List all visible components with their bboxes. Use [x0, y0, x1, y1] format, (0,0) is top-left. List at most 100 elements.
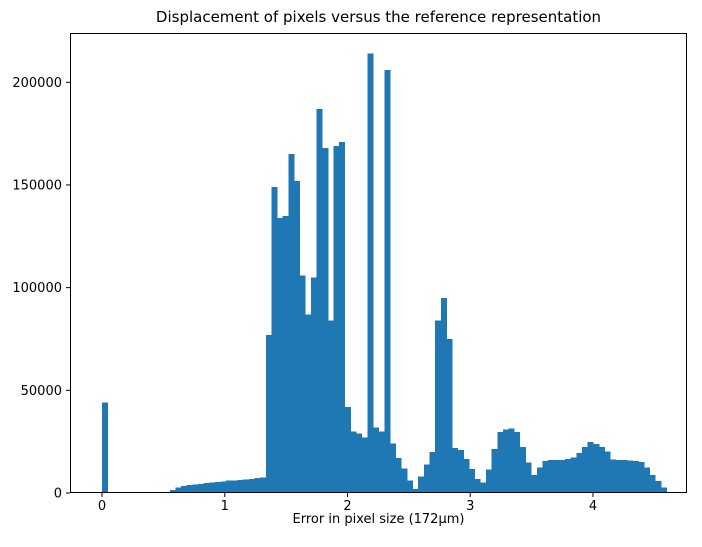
- histogram-bar: [429, 451, 436, 493]
- histogram-bar: [237, 479, 244, 493]
- histogram-bar: [660, 487, 668, 493]
- histogram-bar: [378, 431, 385, 493]
- histogram-bar: [260, 477, 267, 493]
- y-tick-label: 100000: [12, 281, 62, 296]
- histogram-bar: [452, 447, 459, 493]
- histogram-bar: [175, 487, 182, 493]
- histogram-bar: [469, 469, 476, 493]
- histogram-bar: [536, 467, 543, 493]
- histogram-bar: [627, 460, 634, 493]
- chart-title: Displacement of pixels versus the refere…: [155, 8, 602, 26]
- histogram-bar: [649, 475, 656, 493]
- x-tick-label: 1: [221, 499, 229, 514]
- histogram-bar: [277, 217, 284, 493]
- histogram-bar: [655, 481, 662, 493]
- histogram-bar: [265, 334, 272, 494]
- histogram-bar: [553, 460, 560, 493]
- x-tick-label: 0: [98, 499, 106, 514]
- histogram-bar: [514, 431, 521, 493]
- histogram-bar: [621, 460, 628, 493]
- histogram-bar: [181, 486, 188, 493]
- histogram-bar: [248, 479, 255, 493]
- histogram-bar: [548, 460, 555, 493]
- histogram-bar: [638, 461, 645, 493]
- histogram-bar: [198, 483, 205, 493]
- histogram-bar: [508, 428, 515, 493]
- histogram-bar: [485, 469, 493, 493]
- histogram-bar: [186, 485, 193, 493]
- histogram-bar: [310, 277, 317, 494]
- histogram-bar: [418, 476, 425, 493]
- histogram-bar: [305, 314, 312, 493]
- histogram-bar: [576, 452, 583, 493]
- histogram-bar: [502, 429, 509, 493]
- histogram-bar: [542, 461, 549, 493]
- y-tick-label: 50000: [21, 384, 62, 399]
- y-tick-label: 0: [54, 487, 62, 502]
- histogram-bar: [231, 480, 238, 493]
- histogram-bar: [344, 406, 351, 493]
- y-tick-label: 200000: [12, 76, 62, 91]
- histogram-bar: [457, 449, 464, 494]
- histogram-bar: [384, 69, 391, 494]
- histogram-bar: [593, 444, 600, 494]
- plot-frame: [70, 33, 687, 493]
- histogram-bar: [214, 481, 221, 493]
- histogram-bar: [615, 460, 622, 493]
- histogram-bar: [367, 53, 374, 493]
- histogram-bar: [350, 431, 357, 493]
- histogram-bar: [632, 461, 639, 493]
- histogram-bar: [356, 433, 363, 493]
- histogram-bar: [610, 459, 617, 493]
- histogram-bar: [333, 145, 340, 493]
- histogram-bar: [604, 451, 611, 493]
- x-axis-label: Error in pixel size (172µm): [292, 512, 465, 527]
- histogram-bar: [412, 488, 419, 493]
- histogram-bar: [220, 481, 227, 493]
- histogram-bar: [440, 297, 447, 493]
- histogram-bar: [446, 338, 453, 493]
- histogram-bar: [299, 275, 306, 493]
- histogram-bar: [395, 458, 402, 493]
- x-tick-label: 4: [589, 499, 597, 514]
- histogram-bar: [316, 108, 323, 493]
- x-tick-label: 2: [343, 499, 351, 514]
- histogram-bar: [423, 464, 430, 493]
- histogram-bar: [271, 187, 278, 493]
- histogram-bar: [373, 427, 380, 493]
- histogram-bar: [226, 480, 233, 493]
- histogram-bar: [587, 441, 594, 493]
- histogram-bar: [102, 402, 109, 493]
- histogram-bar: [327, 320, 334, 493]
- histogram-bar: [243, 479, 250, 493]
- y-tick-label: 150000: [12, 178, 62, 193]
- histogram-bar: [192, 484, 199, 494]
- histogram-bar: [463, 459, 470, 493]
- histogram-bar: [288, 154, 295, 493]
- histogram-bar: [322, 148, 329, 493]
- histogram-bar: [389, 443, 397, 493]
- histogram-bar: [525, 462, 532, 493]
- histogram-bar: [531, 475, 538, 493]
- histogram-bar: [497, 431, 504, 493]
- histogram-bar: [401, 468, 408, 493]
- histogram-bar: [480, 482, 487, 493]
- histogram-bar: [491, 449, 498, 493]
- histogram-bar: [474, 479, 481, 493]
- histogram-bar: [435, 320, 442, 493]
- histogram-bar: [282, 215, 289, 493]
- histogram-bar: [598, 446, 605, 493]
- x-tick-label: 3: [466, 499, 474, 514]
- histogram-bar: [294, 180, 301, 494]
- histogram-bar: [406, 480, 413, 493]
- histogram-bar: [203, 483, 210, 493]
- histogram-bar: [565, 459, 572, 493]
- histogram-bar: [339, 141, 346, 493]
- histogram-bar: [559, 460, 566, 493]
- histogram-bar: [169, 489, 176, 493]
- histogram-bar: [361, 437, 368, 493]
- histogram-bar: [209, 482, 216, 493]
- histogram-bar: [254, 478, 261, 493]
